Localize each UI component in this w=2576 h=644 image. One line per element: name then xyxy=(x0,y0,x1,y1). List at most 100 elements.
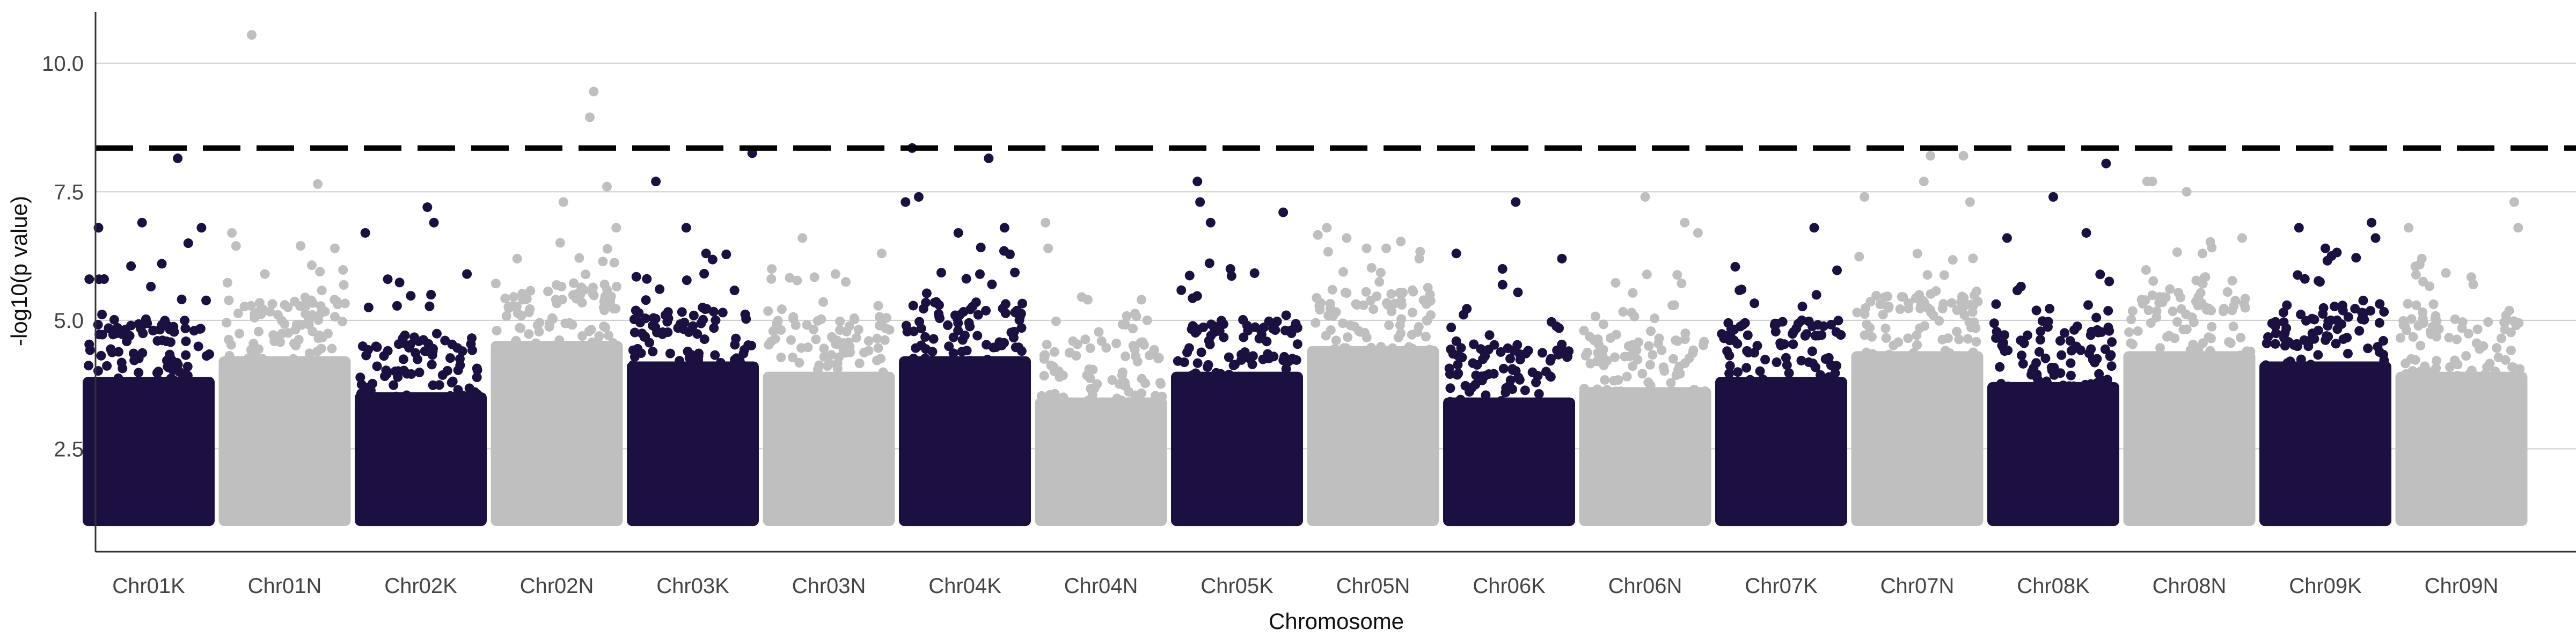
snp-point xyxy=(2318,303,2329,313)
snp-point xyxy=(516,323,526,333)
snp-point xyxy=(2106,361,2117,371)
snp-point xyxy=(316,301,326,311)
snp-point xyxy=(982,354,992,364)
snp-point xyxy=(1459,310,1469,320)
peak-point xyxy=(313,179,323,189)
snp-point xyxy=(2206,347,2216,357)
snp-point xyxy=(1760,355,1770,365)
snp-point xyxy=(2000,330,2010,340)
snp-point xyxy=(628,362,638,372)
snp-point xyxy=(1012,305,1022,316)
snp-point xyxy=(470,387,480,397)
snp-point xyxy=(2504,305,2514,316)
chromosome-points-chr07k xyxy=(1715,223,1847,526)
snp-point xyxy=(1386,289,1396,299)
snp-point xyxy=(1117,396,1127,406)
snp-point xyxy=(633,343,643,354)
dense-point-cloud xyxy=(2259,361,2391,526)
snp-point xyxy=(764,340,774,350)
snp-point xyxy=(283,328,294,338)
snp-point xyxy=(1201,373,1211,383)
snp-point xyxy=(1895,304,1905,314)
peak-point xyxy=(1322,223,1332,233)
snp-point xyxy=(503,303,514,313)
snp-point xyxy=(2457,323,2467,333)
snp-point xyxy=(1903,333,1913,343)
snp-point xyxy=(1611,330,1621,340)
snp-point xyxy=(2035,335,2045,345)
snp-point xyxy=(1868,349,1878,359)
snp-point xyxy=(1286,325,1297,335)
snp-point xyxy=(574,253,584,263)
snp-point xyxy=(1520,385,1530,396)
snp-point xyxy=(133,353,143,363)
peak-point xyxy=(2370,233,2381,243)
snp-point xyxy=(2406,314,2417,324)
snp-point xyxy=(162,336,172,347)
snp-point xyxy=(1044,390,1055,400)
snp-point xyxy=(180,316,190,326)
snp-point xyxy=(406,291,416,301)
peak-point xyxy=(589,86,599,97)
snp-point xyxy=(1644,341,1654,351)
snp-point xyxy=(1833,316,1843,326)
snp-point xyxy=(1893,337,1904,347)
snp-point xyxy=(1646,326,1656,336)
snp-point xyxy=(2057,350,2067,360)
snp-point xyxy=(409,332,419,342)
snp-point xyxy=(440,335,450,346)
snp-point xyxy=(787,352,797,362)
snp-point xyxy=(938,358,948,369)
chromosome-points-chr09k xyxy=(2259,217,2391,526)
snp-point xyxy=(1860,330,1870,340)
snp-point xyxy=(1016,323,1027,333)
snp-point xyxy=(126,261,136,271)
snp-point xyxy=(921,288,932,298)
snp-point xyxy=(1696,387,1707,398)
snp-point xyxy=(222,277,232,288)
snp-point xyxy=(773,316,783,326)
x-tick-labels: Chr01K Chr01N Chr02K Chr02N Chr03K Chr03N Chr0… xyxy=(112,574,2498,598)
snp-point xyxy=(1911,293,1921,303)
snp-point xyxy=(568,278,579,288)
snp-point xyxy=(776,375,786,385)
snp-point xyxy=(267,299,277,309)
snp-point xyxy=(1813,320,1823,330)
peak-point xyxy=(2513,223,2523,233)
snp-point xyxy=(1375,267,1386,277)
snp-point xyxy=(1725,331,1736,341)
snp-point xyxy=(1121,351,1131,361)
snp-point xyxy=(2263,332,2273,342)
x-axis-title: Chromosome xyxy=(1269,609,1404,634)
snp-point xyxy=(1780,339,1790,349)
peak-point xyxy=(1041,217,1051,228)
snp-point xyxy=(1898,292,1908,302)
snp-point xyxy=(1136,338,1146,348)
snp-point xyxy=(2222,287,2233,297)
snp-point xyxy=(1460,380,1470,391)
dense-point-cloud xyxy=(899,356,1031,526)
snp-point xyxy=(2426,329,2436,339)
snp-point xyxy=(1948,255,1958,265)
snp-point xyxy=(604,342,614,353)
snp-point xyxy=(2300,274,2310,284)
snp-point xyxy=(973,310,983,320)
snp-point xyxy=(692,358,702,369)
snp-point xyxy=(96,350,106,361)
peak-point xyxy=(747,148,757,158)
snp-point xyxy=(551,295,561,305)
snp-point xyxy=(1096,336,1107,346)
snp-point xyxy=(1087,390,1097,400)
snp-point xyxy=(1329,344,1340,354)
snp-point xyxy=(2326,315,2336,325)
snp-point xyxy=(394,277,405,288)
snp-point xyxy=(555,238,565,248)
peak-point xyxy=(183,238,193,248)
x-tick-label: Chr01K xyxy=(112,574,185,598)
snp-point xyxy=(840,277,851,287)
snp-point xyxy=(2229,301,2239,311)
snp-point xyxy=(1628,288,1638,298)
snp-point xyxy=(962,346,972,356)
snp-point xyxy=(611,282,621,292)
snp-point xyxy=(2086,344,2096,354)
